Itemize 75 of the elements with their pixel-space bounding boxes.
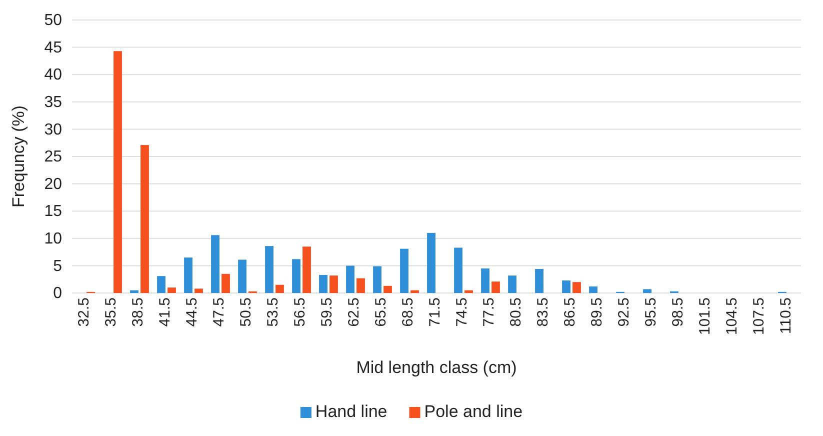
x-tick-label: 92.5 (615, 298, 632, 327)
bar (330, 276, 338, 293)
x-tick-label: 56.5 (291, 298, 308, 327)
bar (356, 278, 365, 293)
x-tick-label: 47.5 (210, 298, 228, 327)
bar (643, 289, 652, 293)
x-tick-label: 104.5 (723, 298, 740, 336)
x-tick-label: 101.5 (696, 298, 714, 336)
y-tick-label: 20 (44, 176, 62, 193)
bar (589, 286, 598, 293)
bar (114, 51, 122, 293)
y-tick-label: 30 (44, 121, 62, 138)
y-tick-label: 35 (44, 94, 62, 112)
x-tick-label: 77.5 (480, 298, 498, 327)
y-axis-title: Frequncy (%) (9, 105, 28, 208)
bar (211, 235, 220, 293)
x-tick-label: 71.5 (426, 298, 444, 327)
bar (427, 232, 436, 293)
legend-label: Hand line (315, 402, 388, 421)
bar (400, 248, 408, 293)
bar (562, 280, 570, 293)
x-tick-label: 62.5 (345, 298, 362, 327)
y-tick-label: 25 (44, 148, 62, 166)
x-tick-label: 107.5 (750, 298, 768, 336)
x-tick-label: 68.5 (399, 298, 416, 327)
x-tick-label: 44.5 (183, 298, 200, 327)
y-tick-label: 5 (53, 258, 62, 275)
bar (302, 246, 311, 293)
bar (265, 246, 274, 293)
bar (276, 284, 284, 293)
bar (464, 290, 473, 293)
bar (194, 288, 203, 293)
x-tick-label: 35.5 (102, 298, 120, 327)
bar (535, 268, 544, 293)
bar (492, 282, 500, 293)
bar (140, 145, 149, 293)
x-tick-label: 98.5 (669, 298, 686, 327)
x-tick-label: 89.5 (588, 298, 606, 327)
y-tick-label: 40 (44, 66, 62, 84)
legend-label: Pole and line (424, 402, 523, 421)
bar (184, 258, 192, 293)
bar (346, 266, 354, 293)
x-tick-label: 50.5 (237, 298, 254, 327)
bar (157, 276, 166, 293)
bar (384, 286, 392, 293)
bar (130, 290, 138, 293)
bar (168, 288, 176, 293)
x-tick-label: 32.5 (75, 298, 92, 327)
x-tick-label: 59.5 (318, 298, 336, 327)
bar (238, 260, 246, 293)
x-tick-label: 38.5 (129, 298, 146, 327)
x-tick-label: 74.5 (453, 298, 470, 327)
x-tick-label: 41.5 (156, 298, 174, 327)
bar (481, 268, 490, 293)
x-tick-label: 53.5 (264, 298, 282, 327)
x-tick-label: 65.5 (372, 298, 390, 327)
y-tick-label: 0 (53, 285, 62, 302)
x-tick-label: 83.5 (534, 298, 552, 327)
y-tick-label: 10 (44, 230, 62, 248)
bar (410, 290, 419, 293)
bar (508, 276, 516, 293)
y-tick-label: 50 (44, 12, 62, 30)
bar (373, 266, 382, 293)
x-tick-label: 110.5 (777, 298, 794, 334)
bar (572, 282, 581, 293)
bar (454, 248, 462, 293)
bar (319, 274, 328, 293)
bar (292, 259, 300, 293)
y-tick-label: 15 (44, 203, 62, 220)
bar (222, 274, 230, 293)
x-tick-label: 86.5 (561, 298, 578, 327)
x-axis-title: Mid length class (cm) (356, 358, 517, 377)
x-tick-label: 80.5 (507, 298, 524, 327)
y-tick-label: 45 (44, 39, 62, 56)
x-tick-label: 95.5 (642, 298, 660, 327)
